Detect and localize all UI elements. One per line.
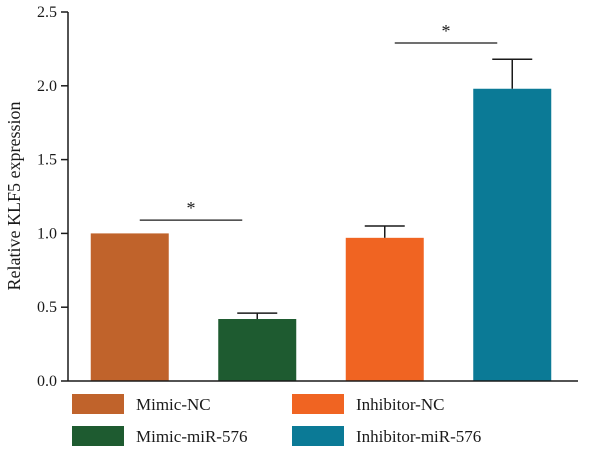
y-tick-label: 2.0 [37,78,57,95]
legend-swatch-3 [292,394,344,414]
legend-label: Mimic-NC [136,395,211,414]
bar-3 [345,237,424,381]
error-bars [237,58,533,320]
bars [90,88,552,381]
y-axis-ticks: 0.0 0.5 1.0 1.5 2.0 2.5 [37,4,68,390]
bar-1 [90,233,169,381]
legend-label: Mimic-miR-576 [136,427,247,446]
legend-label: Inhibitor-NC [356,395,444,414]
y-tick-label: 1.5 [37,152,57,169]
significance-markers: ** [139,21,498,221]
y-tick-label: 2.5 [37,4,57,21]
y-tick-label: 0.5 [37,299,57,316]
legend-swatch-4 [292,426,344,446]
bar-4 [473,88,552,381]
bar-2 [218,319,297,381]
y-tick-label: 1.0 [37,225,57,242]
legend-swatch-2 [72,426,124,446]
legend-label: Inhibitor-miR-576 [356,427,481,446]
y-axis-label: Relative KLF5 expression [4,102,24,291]
legend: Mimic-NC Inhibitor-NC Mimic-miR-576 Inhibit… [72,394,481,446]
significance-star: * [187,198,196,218]
y-tick-label: 0.0 [37,373,57,390]
significance-star: * [442,21,451,41]
legend-swatch-1 [72,394,124,414]
